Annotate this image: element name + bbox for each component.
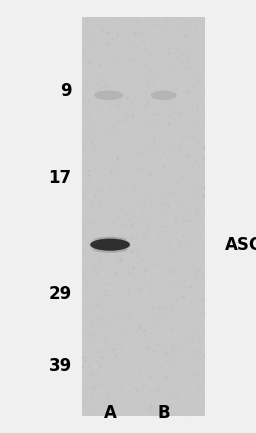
Ellipse shape (92, 247, 128, 253)
Text: ASC: ASC (225, 236, 256, 254)
Text: B: B (157, 404, 170, 422)
Ellipse shape (93, 237, 127, 242)
Ellipse shape (94, 90, 123, 100)
Text: 9: 9 (60, 82, 72, 100)
Text: A: A (104, 404, 116, 422)
Text: 29: 29 (48, 285, 72, 304)
Text: 39: 39 (48, 357, 72, 375)
Ellipse shape (89, 237, 131, 252)
Text: 17: 17 (49, 168, 72, 187)
Ellipse shape (90, 239, 130, 251)
Ellipse shape (151, 90, 177, 100)
Bar (82, 17, 205, 416)
